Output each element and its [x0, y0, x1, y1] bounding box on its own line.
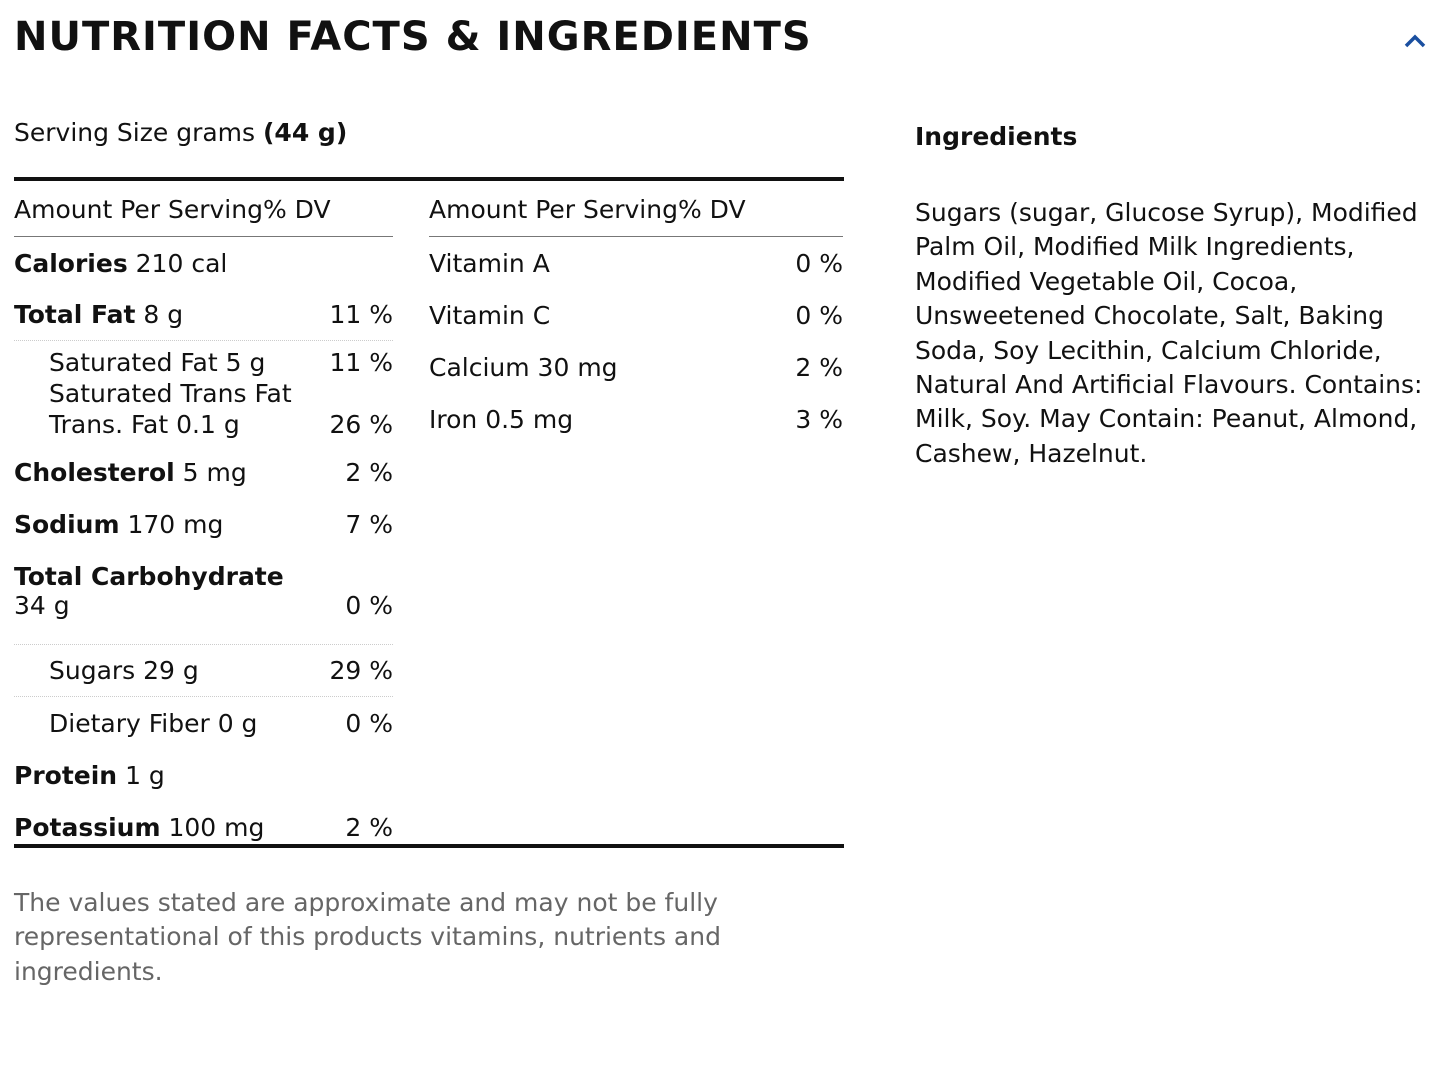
- table-header: Amount Per Serving% DV: [429, 181, 843, 237]
- serving-size: Serving Size grams (44 g): [14, 118, 348, 147]
- table-header: Amount Per Serving% DV: [14, 181, 393, 237]
- row-total-fat: Total Fat 8 g 11 %: [14, 289, 393, 341]
- disclaimer-note: The values stated are approximate and ma…: [14, 888, 721, 986]
- row-sodium: Sodium 170 mg 7 %: [14, 509, 393, 539]
- row-calories: Calories 210 cal: [14, 248, 228, 278]
- ingredients-title: Ingredients: [915, 122, 1078, 151]
- row-sugars: Sugars 29 g 29 %: [14, 645, 393, 697]
- row-calcium: Calcium 30 mg 2 %: [429, 352, 843, 382]
- row-cholesterol: Cholesterol 5 mg 2 %: [14, 457, 393, 487]
- chevron-up-icon[interactable]: [1403, 33, 1427, 49]
- divider: [14, 844, 844, 848]
- nutrition-table-left: Amount Per Serving% DV Calories 210 cal …: [14, 181, 393, 853]
- saturated-fat-line: Saturated Fat 5 g 11 %: [49, 348, 393, 377]
- row-potassium: Potassium 100 mg 2 %: [14, 812, 393, 842]
- saturated-trans-fat-line: Saturated Trans Fat: [49, 379, 292, 408]
- row-saturated-fat: Saturated Fat 5 g 11 % Saturated Trans Fa…: [14, 341, 393, 446]
- row-protein: Protein 1 g: [14, 760, 165, 790]
- divider: [14, 177, 844, 181]
- section-title: NUTRITION FACTS & INGREDIENTS: [14, 14, 812, 60]
- ingredients-text: Sugars (sugar, Glucose Syrup), Modified …: [915, 198, 1423, 468]
- row-iron: Iron 0.5 mg 3 %: [429, 404, 843, 434]
- trans-fat-line: Trans. Fat 0.1 g 26 %: [49, 410, 393, 439]
